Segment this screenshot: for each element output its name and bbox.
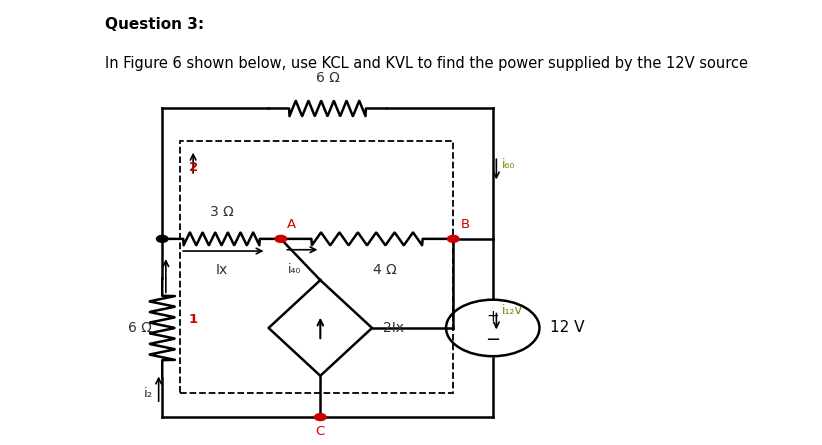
Text: i₄₀: i₄₀: [288, 263, 302, 276]
Text: i₂: i₂: [143, 387, 152, 400]
Circle shape: [156, 235, 168, 243]
Text: 6 Ω: 6 Ω: [127, 321, 151, 335]
Text: 6 Ω: 6 Ω: [316, 71, 339, 85]
Text: B: B: [460, 218, 469, 231]
Text: 3 Ω: 3 Ω: [210, 205, 233, 219]
Text: 1: 1: [188, 313, 198, 326]
Text: A: A: [287, 218, 296, 231]
Text: Ix: Ix: [215, 263, 228, 277]
Circle shape: [275, 235, 287, 243]
Text: 12 V: 12 V: [550, 320, 584, 336]
Text: 2: 2: [188, 161, 198, 174]
Text: 4 Ω: 4 Ω: [373, 263, 397, 277]
Text: C: C: [316, 425, 325, 438]
Text: i₁₂v: i₁₂v: [501, 304, 522, 317]
Text: −: −: [485, 331, 501, 349]
Text: 2Ix: 2Ix: [383, 321, 404, 335]
Text: In Figure 6 shown below, use KCL and KVL to find the power supplied by the 12V s: In Figure 6 shown below, use KCL and KVL…: [104, 57, 748, 71]
Circle shape: [315, 413, 326, 421]
Circle shape: [447, 235, 459, 243]
Text: Question 3:: Question 3:: [104, 17, 204, 32]
Text: +: +: [487, 308, 499, 324]
Text: i₆₀: i₆₀: [501, 158, 515, 171]
